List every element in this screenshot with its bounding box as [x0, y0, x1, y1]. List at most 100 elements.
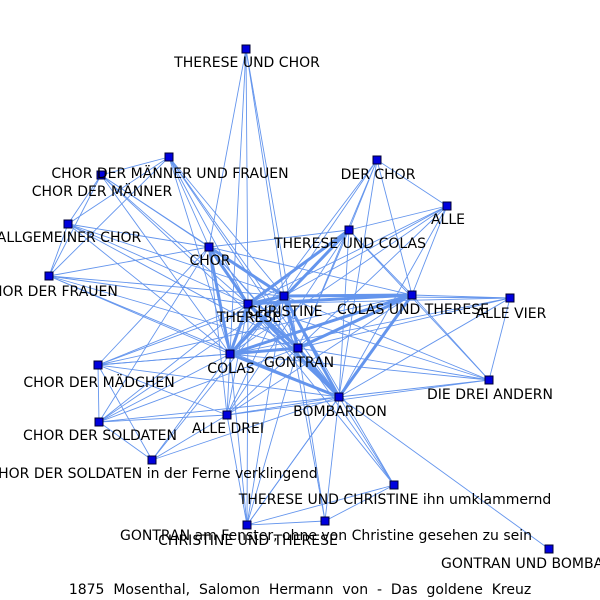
- edge-gontran-chor_soldaten: [98, 347, 299, 423]
- edge-ther_christ_umkl-gontran_fenster: [324, 484, 395, 522]
- node-label-alle_drei: ALLE DREI: [192, 421, 264, 437]
- node-chor_sold_ferne[interactable]: [147, 455, 157, 465]
- node-ther_colas[interactable]: [344, 225, 354, 235]
- node-label-chor_sold_ferne: CHOR DER SOLDATEN in der Ferne verklinge…: [0, 466, 318, 482]
- node-colas_ther[interactable]: [407, 290, 417, 300]
- edge-chor-alle_drei: [208, 246, 228, 416]
- node-label-chor_maedchen: CHOR DER MÄDCHEN: [23, 373, 174, 391]
- node-der_chor[interactable]: [372, 155, 382, 165]
- node-chor[interactable]: [204, 242, 214, 252]
- edge-therese_chor-colas: [229, 48, 247, 355]
- edge-der_chor-bombardon: [338, 159, 378, 398]
- edge-colas_ther-colas: [228, 293, 414, 356]
- edge-drei_andern-bombardon: [338, 379, 490, 398]
- edge-therese_chor-chor: [208, 48, 247, 248]
- node-label-christ_ther: CHRISTINE UND THERESE: [158, 533, 338, 549]
- node-label-christine: CHRISTINE: [247, 304, 322, 320]
- edge-therese-chor_maedchen: [97, 303, 249, 366]
- node-label-gontran: GONTRAN: [264, 355, 334, 371]
- edge-colas-alle_drei: [226, 353, 231, 416]
- edge-alle-christine: [283, 205, 448, 297]
- edge-chor_m-allg_chor: [67, 174, 102, 225]
- edge-colas_ther-gontran: [296, 293, 414, 350]
- edges-layer: [48, 48, 550, 550]
- node-gontran[interactable]: [293, 343, 303, 353]
- node-label-therese: THERESE: [216, 310, 281, 326]
- node-alle_drei[interactable]: [222, 410, 232, 420]
- edge-christine-drei_andern: [283, 295, 490, 381]
- node-christine[interactable]: [279, 291, 289, 301]
- node-label-chor_m: CHOR DER MÄNNER: [32, 182, 173, 200]
- node-christ_ther[interactable]: [242, 520, 252, 530]
- edge-colas-chor_soldaten: [98, 353, 231, 423]
- node-label-colas: COLAS: [207, 361, 254, 377]
- edge-gontran_fenster-christ_ther: [246, 520, 326, 526]
- edge-alle_vier-gontran: [297, 297, 511, 349]
- node-chor_frauen[interactable]: [44, 271, 54, 281]
- node-label-chor: CHOR: [189, 253, 230, 269]
- node-alle_vier[interactable]: [505, 293, 515, 303]
- node-drei_andern[interactable]: [484, 375, 494, 385]
- edge-colas-drei_andern: [229, 353, 490, 381]
- edge-der_chor-alle: [376, 159, 448, 207]
- edge-bombardon-alle_drei: [226, 396, 340, 416]
- edge-ther_colas-drei_andern: [348, 229, 490, 381]
- edge-der_chor-colas: [229, 159, 378, 355]
- edge-der_chor-colas_ther: [376, 159, 413, 296]
- edge-ther_christ_umkl-christ_ther: [246, 484, 395, 526]
- node-alle[interactable]: [442, 201, 452, 211]
- node-therese_chor[interactable]: [241, 44, 251, 54]
- edge-ther_colas-chor: [208, 229, 350, 248]
- edge-chor_mf-colas: [168, 156, 231, 355]
- edge-bombardon-chor_sold_ferne: [151, 396, 340, 461]
- edge-alle-colas: [229, 205, 448, 355]
- edge-drei_andern-alle_drei: [226, 379, 490, 416]
- edge-alle_vier-colas: [229, 297, 511, 355]
- edge-christine-ther_christ_umkl: [283, 295, 395, 486]
- edge-alle_vier-bombardon: [338, 297, 511, 398]
- edge-chor_maedchen-chor_sold_ferne: [97, 364, 153, 461]
- node-label-gontran_bomb: GONTRAN UND BOMBARDON: [441, 556, 600, 572]
- edge-alle-ther_colas: [348, 205, 448, 231]
- edge-colas_ther-alle_vier: [411, 294, 511, 299]
- edge-christine-bombardon: [282, 294, 341, 399]
- edge-allg_chor-chor: [67, 223, 210, 248]
- edge-allg_chor-chor_frauen: [48, 223, 69, 277]
- edge-bombardon-chor_soldaten: [98, 396, 340, 423]
- node-chor_mf[interactable]: [164, 152, 174, 162]
- edge-alle_drei-chor_soldaten: [98, 414, 228, 423]
- node-label-drei_andern: DIE DREI ANDERN: [427, 387, 553, 403]
- node-label-chor_soldaten: CHOR DER SOLDATEN: [23, 428, 177, 444]
- edge-der_chor-christine: [283, 159, 378, 297]
- edge-alle_drei-chor_sold_ferne: [151, 414, 228, 461]
- node-therese[interactable]: [243, 299, 253, 309]
- edge-alle_vier-therese: [247, 297, 511, 305]
- node-label-der_chor: DER CHOR: [341, 167, 416, 183]
- edge-gontran-ther_christ_umkl: [297, 347, 395, 486]
- node-chor_maedchen[interactable]: [93, 360, 103, 370]
- node-chor_m[interactable]: [96, 170, 106, 180]
- node-gontran_bomb[interactable]: [544, 544, 554, 554]
- edge-christ_ther-colas_ther: [246, 294, 413, 526]
- node-chor_soldaten[interactable]: [94, 417, 104, 427]
- edge-gontran-bombardon: [296, 346, 341, 399]
- edge-chor_maedchen-alle_drei: [97, 364, 228, 416]
- node-colas[interactable]: [225, 349, 235, 359]
- node-allg_chor[interactable]: [63, 219, 73, 229]
- node-ther_christ_umkl[interactable]: [389, 480, 399, 490]
- node-bombardon[interactable]: [334, 392, 344, 402]
- edge-allg_chor-gontran: [67, 223, 299, 349]
- edge-alle_vier-drei_andern: [488, 297, 511, 381]
- nodes-layer: [44, 44, 554, 554]
- edge-chor-colas_ther: [208, 246, 413, 296]
- edge-bombardon-gontran_bomb: [338, 396, 550, 550]
- edge-bombardon-gontran_fenster: [324, 396, 340, 522]
- edge-colas_ther-alle_drei: [226, 294, 413, 416]
- edge-chor_mf-chor: [168, 156, 210, 248]
- node-label-ther_colas: THERESE UND COLAS: [273, 236, 426, 252]
- edge-chor_frauen-gontran: [48, 275, 299, 349]
- node-gontran_fenster[interactable]: [320, 516, 330, 526]
- edge-chor_mf-christine: [168, 156, 285, 297]
- edge-chor_mf-chor_m: [100, 156, 170, 176]
